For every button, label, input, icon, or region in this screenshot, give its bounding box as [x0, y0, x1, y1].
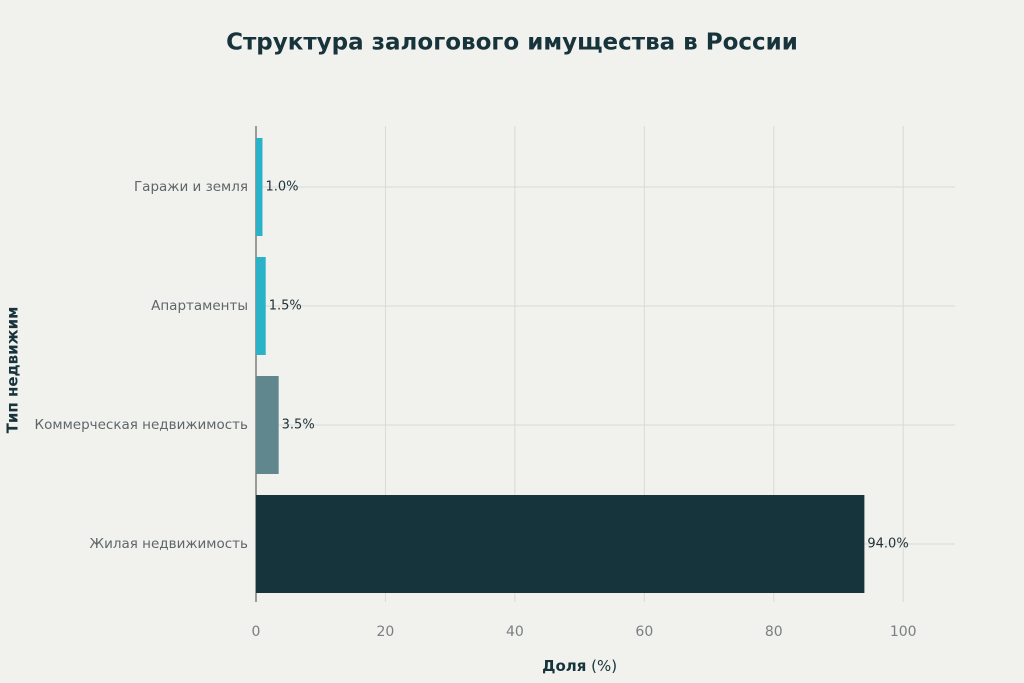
- bar: [256, 257, 266, 355]
- y-tick-label: Коммерческая недвижимость: [35, 417, 248, 433]
- value-label: 1.0%: [265, 180, 298, 195]
- x-tick-label: 40: [506, 624, 524, 640]
- chart-title: Структура залогового имущества в России: [226, 30, 798, 56]
- x-axis-title-unit: (%): [591, 657, 617, 675]
- bar: [256, 495, 865, 593]
- value-label: 94.0%: [867, 537, 908, 552]
- x-tick-label: 20: [377, 624, 395, 640]
- x-axis-title-main: Доля: [542, 657, 586, 675]
- x-tick-label: 80: [765, 624, 783, 640]
- x-tick-label: 60: [635, 624, 653, 640]
- y-tick-label: Гаражи и земля: [134, 179, 248, 195]
- bar: [256, 376, 279, 474]
- value-label: 3.5%: [282, 418, 315, 433]
- y-tick-label: Жилая недвижимость: [90, 536, 248, 552]
- x-axis-title: Доля (%): [542, 657, 617, 675]
- value-label: 1.5%: [269, 299, 302, 314]
- x-tick-label: 0: [252, 624, 261, 640]
- y-tick-label: Апартаменты: [151, 298, 248, 314]
- y-axis-title: Тип недвижим: [4, 307, 22, 434]
- bar: [256, 138, 263, 236]
- x-tick-label: 100: [890, 624, 917, 640]
- marks: [256, 138, 865, 593]
